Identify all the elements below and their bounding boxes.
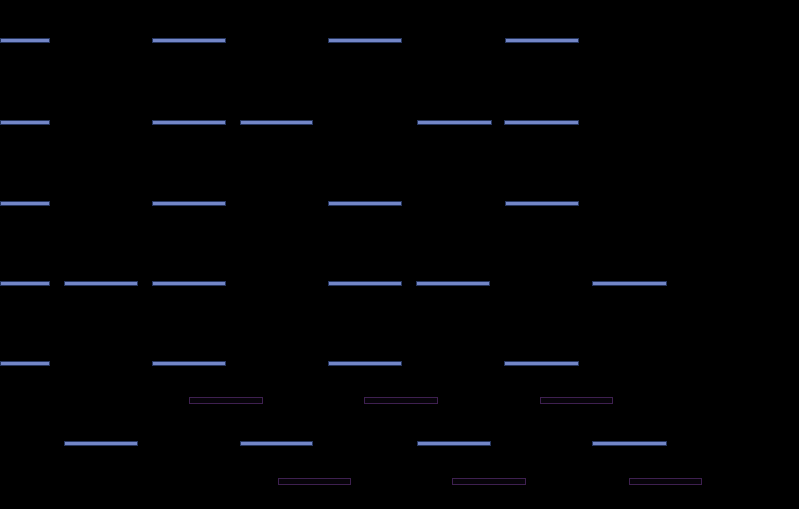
note-bar xyxy=(0,38,50,43)
note-bar xyxy=(504,361,579,366)
note-bar xyxy=(0,120,50,125)
ghost-note-bar xyxy=(540,397,613,404)
note-bar xyxy=(328,361,402,366)
note-bar xyxy=(328,201,402,206)
note-bar xyxy=(592,281,667,286)
note-bar xyxy=(417,441,491,446)
note-bar xyxy=(240,120,313,125)
note-bar xyxy=(0,201,50,206)
ghost-note-bar xyxy=(364,397,438,404)
note-bar xyxy=(64,441,138,446)
ghost-note-bar xyxy=(189,397,263,404)
note-bar xyxy=(240,441,313,446)
note-bar xyxy=(592,441,667,446)
ghost-note-bar xyxy=(278,478,351,485)
note-bar xyxy=(0,361,50,366)
note-bar xyxy=(504,120,579,125)
ghost-note-bar xyxy=(452,478,526,485)
note-bar xyxy=(328,38,402,43)
note-bar xyxy=(152,38,226,43)
note-bar xyxy=(0,281,50,286)
note-bar xyxy=(416,281,490,286)
note-bar xyxy=(152,361,226,366)
note-bar xyxy=(505,38,579,43)
note-bar xyxy=(152,120,226,125)
note-bar xyxy=(64,281,138,286)
note-bar xyxy=(417,120,492,125)
note-bar xyxy=(152,281,226,286)
ghost-note-bar xyxy=(629,478,702,485)
note-bar xyxy=(152,201,226,206)
note-bar xyxy=(328,281,402,286)
note-bar xyxy=(505,201,579,206)
